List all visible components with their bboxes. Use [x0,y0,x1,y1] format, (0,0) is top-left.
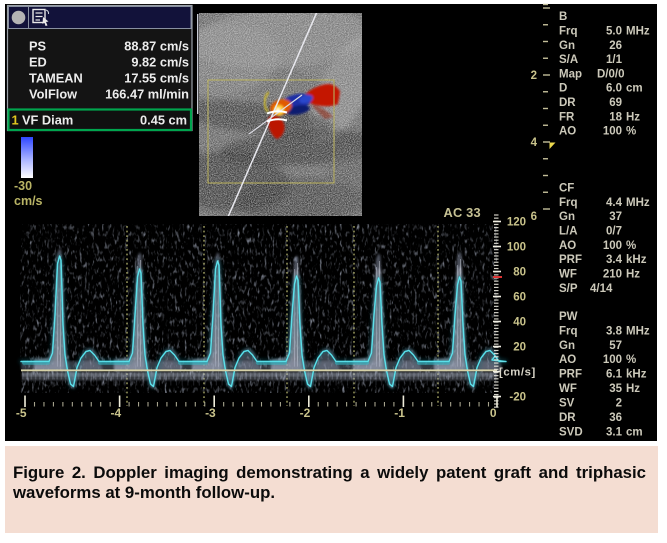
svg-text:FR: FR [559,111,575,123]
svg-text:1/1: 1/1 [606,54,623,66]
svg-text:-30: -30 [14,179,32,193]
svg-text:[cm/s]: [cm/s] [499,367,536,379]
svg-text:166.47 ml/min: 166.47 ml/min [105,87,189,102]
svg-text:TAMEAN: TAMEAN [29,71,83,86]
svg-text:Hz: Hz [626,269,640,281]
svg-text:kHz: kHz [626,254,647,266]
svg-text:kHz: kHz [626,369,647,381]
svg-text:CF: CF [559,183,574,195]
svg-text:%: % [626,354,636,366]
svg-text:Map: Map [559,68,582,80]
svg-text:5.0: 5.0 [606,26,622,38]
svg-text:1: 1 [12,113,19,128]
svg-text:PW: PW [559,311,578,323]
svg-text:57: 57 [609,340,622,352]
svg-text:-2: -2 [300,406,311,420]
svg-text:PRF: PRF [559,254,582,266]
svg-text:3.1: 3.1 [606,426,623,438]
svg-text:Gn: Gn [559,40,575,52]
svg-text:PRF: PRF [559,369,582,381]
svg-text:80: 80 [513,267,526,279]
svg-text:ED: ED [29,55,47,70]
svg-text:210: 210 [603,269,622,281]
svg-text:120: 120 [507,217,526,229]
svg-text:cm: cm [626,426,643,438]
svg-text:DR: DR [559,97,576,109]
svg-text:cm/s: cm/s [14,194,43,208]
svg-text:88.87 cm/s: 88.87 cm/s [124,39,189,54]
svg-text:S/P: S/P [559,283,578,295]
svg-text:18: 18 [609,111,622,123]
svg-text:-4: -4 [110,406,121,420]
svg-text:0: 0 [490,406,497,420]
svg-text:37: 37 [609,211,622,223]
svg-text:17.55 cm/s: 17.55 cm/s [124,71,189,86]
svg-text:40: 40 [513,317,526,329]
svg-text:S/A: S/A [559,54,578,66]
svg-text:MHz: MHz [626,325,650,337]
svg-text:Frq: Frq [559,26,578,38]
svg-text:6.1: 6.1 [606,369,623,381]
svg-text:100: 100 [603,126,622,138]
svg-text:36: 36 [609,412,622,424]
svg-text:100: 100 [603,354,622,366]
svg-text:WF: WF [559,269,577,281]
svg-text:D: D [559,83,567,95]
svg-text:-20: -20 [509,392,526,404]
svg-text:VF Diam: VF Diam [22,113,73,128]
svg-text:Hz: Hz [626,383,640,395]
svg-text:-5: -5 [16,406,27,420]
svg-text:60: 60 [513,292,526,304]
svg-text:MHz: MHz [626,197,650,209]
svg-text:35: 35 [609,383,622,395]
svg-text:Gn: Gn [559,211,575,223]
svg-text:20: 20 [513,342,526,354]
svg-text:6.0: 6.0 [606,83,622,95]
svg-text:MHz: MHz [626,26,650,38]
svg-text:100: 100 [603,240,622,252]
svg-text:Frq: Frq [559,325,578,337]
svg-text:AC 33: AC 33 [444,205,481,220]
svg-text:69: 69 [609,97,622,109]
svg-text:Hz: Hz [626,111,640,123]
svg-text:6: 6 [531,211,537,223]
svg-text:AO: AO [559,354,576,366]
svg-text:-3: -3 [205,406,216,420]
svg-text:SVD: SVD [559,426,583,438]
svg-text:4: 4 [531,137,538,149]
svg-text:%: % [626,240,636,252]
svg-text:3.8: 3.8 [606,325,623,337]
svg-text:AO: AO [559,126,576,138]
svg-text:4/14: 4/14 [590,283,613,295]
svg-text:2: 2 [616,397,622,409]
svg-text:9.82 cm/s: 9.82 cm/s [131,55,189,70]
svg-text:2: 2 [531,70,537,82]
svg-text:3.4: 3.4 [606,254,623,266]
svg-text:AO: AO [559,240,576,252]
svg-text:cm: cm [626,83,643,95]
svg-text:B: B [559,11,567,23]
svg-text:Gn: Gn [559,340,575,352]
svg-text:26: 26 [609,40,622,52]
svg-text:%: % [626,126,636,138]
svg-text:D/0/0: D/0/0 [597,68,625,80]
svg-text:4.4: 4.4 [606,197,623,209]
svg-text:Frq: Frq [559,197,578,209]
svg-text:WF: WF [559,383,577,395]
svg-text:-1: -1 [394,406,405,420]
svg-text:SV: SV [559,397,575,409]
svg-text:DR: DR [559,412,576,424]
svg-text:L/A: L/A [559,226,578,238]
svg-text:0.45 cm: 0.45 cm [140,113,187,128]
svg-text:VolFlow: VolFlow [29,87,77,102]
svg-text:PS: PS [29,39,47,54]
svg-text:0/7: 0/7 [606,226,622,238]
svg-text:100: 100 [507,242,526,254]
